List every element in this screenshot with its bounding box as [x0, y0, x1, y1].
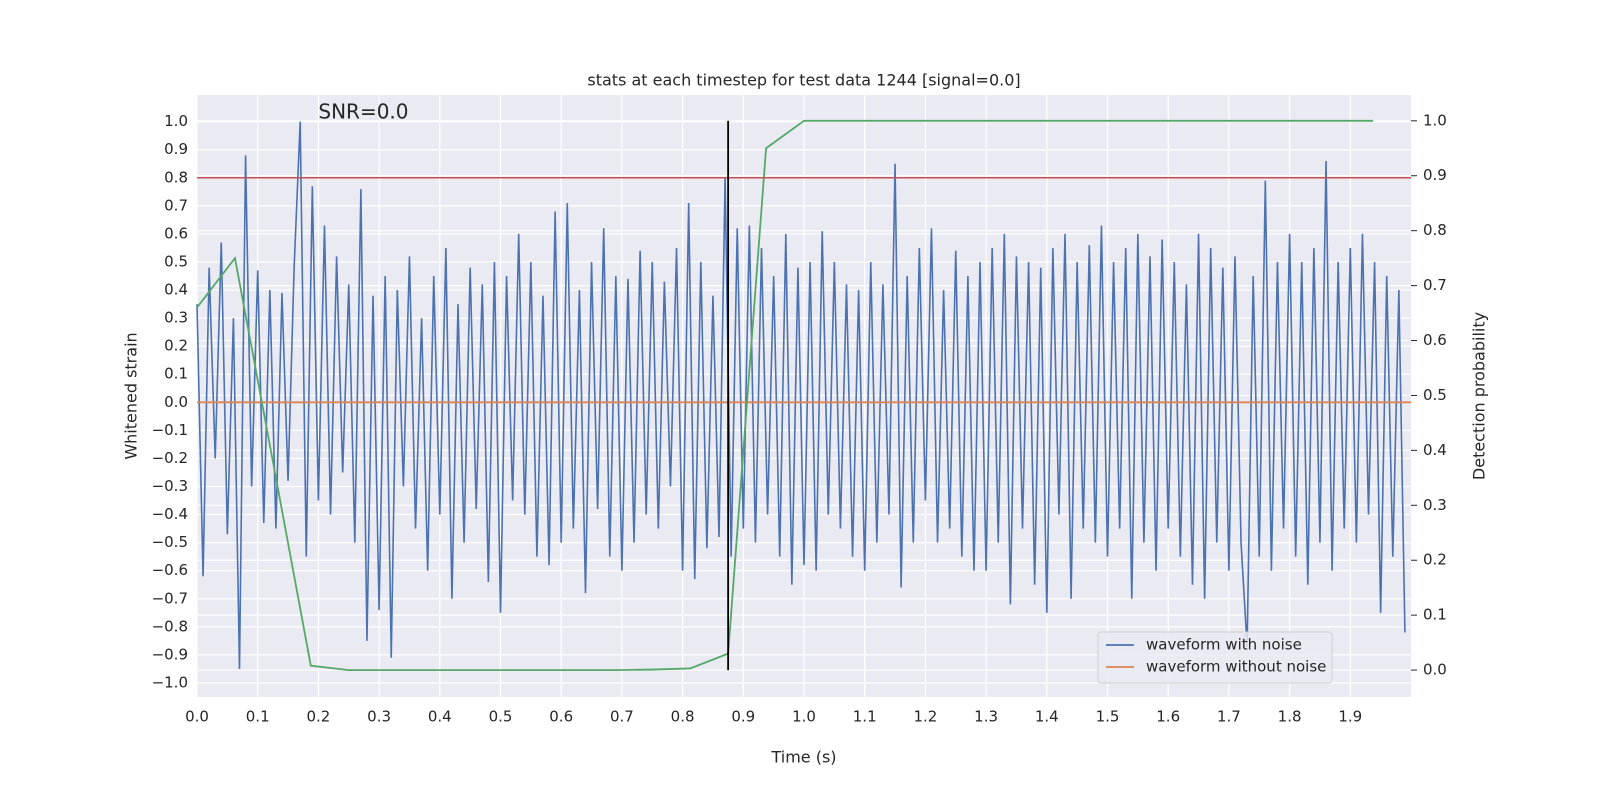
y2-tick-label: 0.6: [1423, 331, 1447, 349]
legend-label: waveform with noise: [1146, 636, 1302, 654]
y2-tick-label: 0.9: [1423, 166, 1447, 184]
y-axis-label: Whitened strain: [122, 332, 141, 459]
x-tick-label: 0.7: [610, 708, 634, 726]
y-tick-label: −0.9: [152, 645, 188, 663]
x-tick-label: 0.1: [246, 708, 270, 726]
x-tick-label: 0.0: [185, 708, 209, 726]
y-tick-label: 0.5: [164, 252, 188, 270]
y-tick-label: −1.0: [152, 673, 188, 691]
y2-tick-label: 0.3: [1423, 496, 1447, 514]
x-tick-label: 0.3: [367, 708, 391, 726]
chart-title: stats at each timestep for test data 124…: [587, 71, 1020, 90]
y-tick-label: 1.0: [164, 112, 188, 130]
x-tick-label: 0.4: [428, 708, 452, 726]
legend-box: [1097, 631, 1333, 684]
y2-tick-label: 0.2: [1423, 551, 1447, 569]
x-tick-label: 0.5: [489, 708, 513, 726]
annotation: SNR=0.0: [318, 100, 408, 124]
y-tick-label: 0.9: [164, 140, 188, 158]
x-tick-label: 1.7: [1217, 708, 1241, 726]
x-tick-label: 1.9: [1338, 708, 1362, 726]
x-tick-label: 0.9: [731, 708, 755, 726]
y2-tick-label: 0.0: [1423, 661, 1447, 679]
y-tick-label: 0.7: [164, 196, 188, 214]
y2-tick-label: 1.0: [1423, 111, 1447, 129]
x-tick-label: 1.3: [974, 708, 998, 726]
y-tick-label: 0.8: [164, 168, 188, 186]
series-line: [196, 121, 1406, 669]
x-tick-label: 1.1: [853, 708, 877, 726]
legend-label: waveform without noise: [1146, 658, 1326, 676]
y2-tick-label: 0.1: [1423, 606, 1447, 624]
y-tick-label: 0.2: [164, 337, 188, 355]
y-tick-label: −0.1: [152, 421, 188, 439]
y-tick-label: −0.2: [152, 449, 188, 467]
y-tick-label: 0.0: [164, 393, 188, 411]
x-tick-label: 1.0: [792, 708, 816, 726]
x-tick-label: 1.6: [1156, 708, 1180, 726]
y2-tick-label: 0.5: [1423, 386, 1447, 404]
y2-tick-label: 0.7: [1423, 276, 1447, 294]
y-tick-label: −0.6: [152, 561, 188, 579]
y-tick-label: 0.6: [164, 224, 188, 242]
y-tick-label: −0.5: [152, 533, 188, 551]
y-tick-label: 0.4: [164, 281, 188, 299]
x-tick-label: 1.2: [913, 708, 937, 726]
x-tick-label: 0.2: [306, 708, 330, 726]
y2-tick-label: 0.8: [1423, 221, 1447, 239]
series-line: [196, 119, 1374, 671]
x-axis-label: Time (s): [770, 748, 836, 767]
y-tick-label: 0.3: [164, 309, 188, 327]
x-tick-label: 0.8: [671, 708, 695, 726]
y2-axis-label: Detection probability: [1470, 312, 1489, 480]
x-tick-label: 1.5: [1096, 708, 1120, 726]
x-tick-label: 1.4: [1035, 708, 1059, 726]
y-tick-label: −0.4: [152, 505, 188, 523]
y-tick-label: −0.8: [152, 617, 188, 635]
y2-tick-label: 0.4: [1423, 441, 1447, 459]
x-tick-label: 1.8: [1278, 708, 1302, 726]
x-tick-label: 0.6: [549, 708, 573, 726]
y-tick-label: −0.3: [152, 477, 188, 495]
y-tick-label: −0.7: [152, 589, 188, 607]
y-tick-label: 0.1: [164, 365, 188, 383]
